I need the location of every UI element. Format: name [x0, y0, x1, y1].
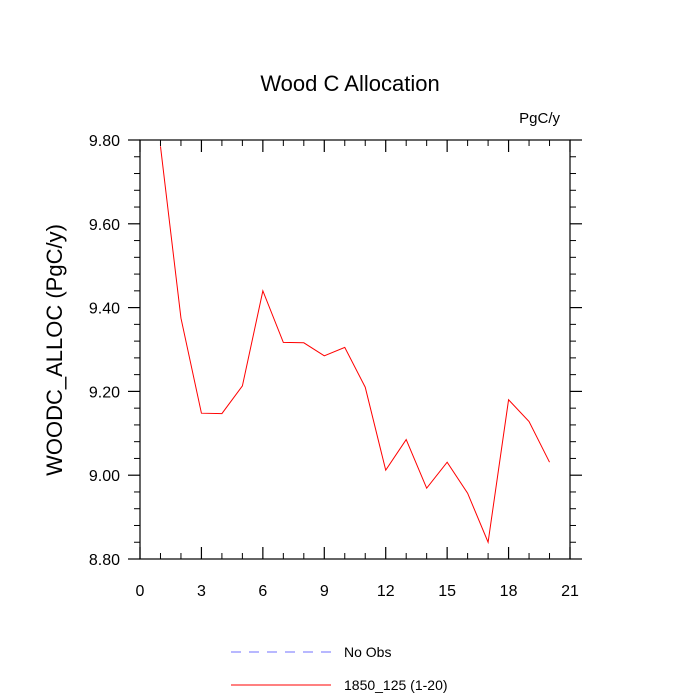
series-line	[159, 146, 550, 545]
plot-frame	[139, 139, 571, 560]
x-tick-label: 15	[438, 583, 456, 600]
ticks-layer: 0 3 6 9 12 15 18 21 8.80 9.00 9.20 9.40 9.60 9.80	[89, 133, 582, 600]
legend: No Obs 1850_125 (1-20)	[231, 644, 448, 693]
x-tick-label: 6	[258, 583, 267, 600]
x-tick-label: 9	[320, 583, 329, 600]
units-label: PgC/y	[519, 110, 560, 127]
chart-title: Wood C Allocation	[260, 71, 439, 96]
y-tick-label: 9.00	[89, 468, 120, 485]
x-tick-label: 18	[500, 583, 518, 600]
y-tick-label: 9.60	[89, 217, 120, 234]
x-tick-label: 12	[377, 583, 395, 600]
y-tick-label: 9.80	[89, 133, 120, 150]
y-axis-title: WOODC_ALLOC (PgC/y)	[42, 224, 67, 476]
series-layer	[159, 146, 550, 545]
y-tick-label: 9.40	[89, 301, 120, 318]
x-tick-label: 0	[136, 583, 145, 600]
x-tick-label: 3	[197, 583, 206, 600]
x-tick-label: 21	[561, 583, 579, 600]
legend-label: 1850_125 (1-20)	[344, 677, 448, 693]
y-tick-label: 9.20	[89, 384, 120, 401]
legend-label: No Obs	[344, 644, 391, 660]
y-tick-label: 8.80	[89, 552, 120, 569]
